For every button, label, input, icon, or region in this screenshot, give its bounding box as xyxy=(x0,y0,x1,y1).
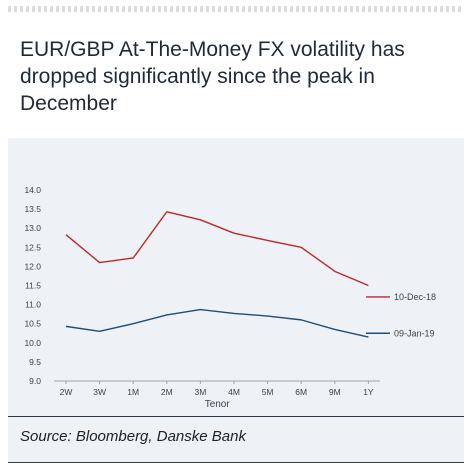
x-axis-label: Tenor xyxy=(205,399,231,410)
x-tick-label: 3M xyxy=(194,387,206,397)
x-tick-label: 1Y xyxy=(363,387,374,397)
source-area: Source: Bloomberg, Danske Bank xyxy=(8,416,464,463)
y-tick-label: 10.5 xyxy=(24,319,41,329)
series-line-jan-09 xyxy=(65,308,369,338)
x-tick-label: 4M xyxy=(228,387,240,397)
x-tick-label: 2M xyxy=(161,387,173,397)
y-tick-label: 13.5 xyxy=(24,204,41,214)
title-area: EUR/GBP At-The-Money FX volatility has d… xyxy=(8,14,464,138)
y-tick-label: 9.5 xyxy=(29,357,41,367)
y-tick-label: 10.0 xyxy=(24,338,41,348)
y-tick-label: 11.5 xyxy=(25,281,41,291)
bottom-rule xyxy=(8,462,464,463)
chart-panel: 9.0 9.5 10.0 10.5 11.0 11.5 12.0 12.5 13.0 13.5 14… xyxy=(8,138,464,416)
y-tick-label: 12.0 xyxy=(24,261,41,271)
y-tick-label: 14.0 xyxy=(24,185,41,195)
x-tick-label: 9M xyxy=(329,387,341,397)
x-tick-label: 3W xyxy=(93,387,106,397)
x-tick-label: 2W xyxy=(60,387,73,397)
y-tick-label: 12.5 xyxy=(24,242,41,252)
decorative-stripe xyxy=(8,6,464,12)
legend-label: 09-Jan-19 xyxy=(394,328,435,338)
x-tick-label: 5M xyxy=(262,387,274,397)
y-tick-label: 13.0 xyxy=(24,223,41,233)
x-tick-label: 1M xyxy=(127,387,139,397)
legend-label: 10-Dec-18 xyxy=(394,292,436,302)
line-chart: 9.0 9.5 10.0 10.5 11.0 11.5 12.0 12.5 13.0 13.5 14… xyxy=(24,185,436,410)
y-tick-label: 11.0 xyxy=(25,300,41,310)
y-tick-label: 9.0 xyxy=(29,376,41,386)
source-note: Source: Bloomberg, Danske Bank xyxy=(20,428,246,445)
chart-title: EUR/GBP At-The-Money FX volatility has d… xyxy=(20,38,405,115)
series-line-dec-10 xyxy=(65,211,369,287)
x-tick-label: 6M xyxy=(295,387,307,397)
